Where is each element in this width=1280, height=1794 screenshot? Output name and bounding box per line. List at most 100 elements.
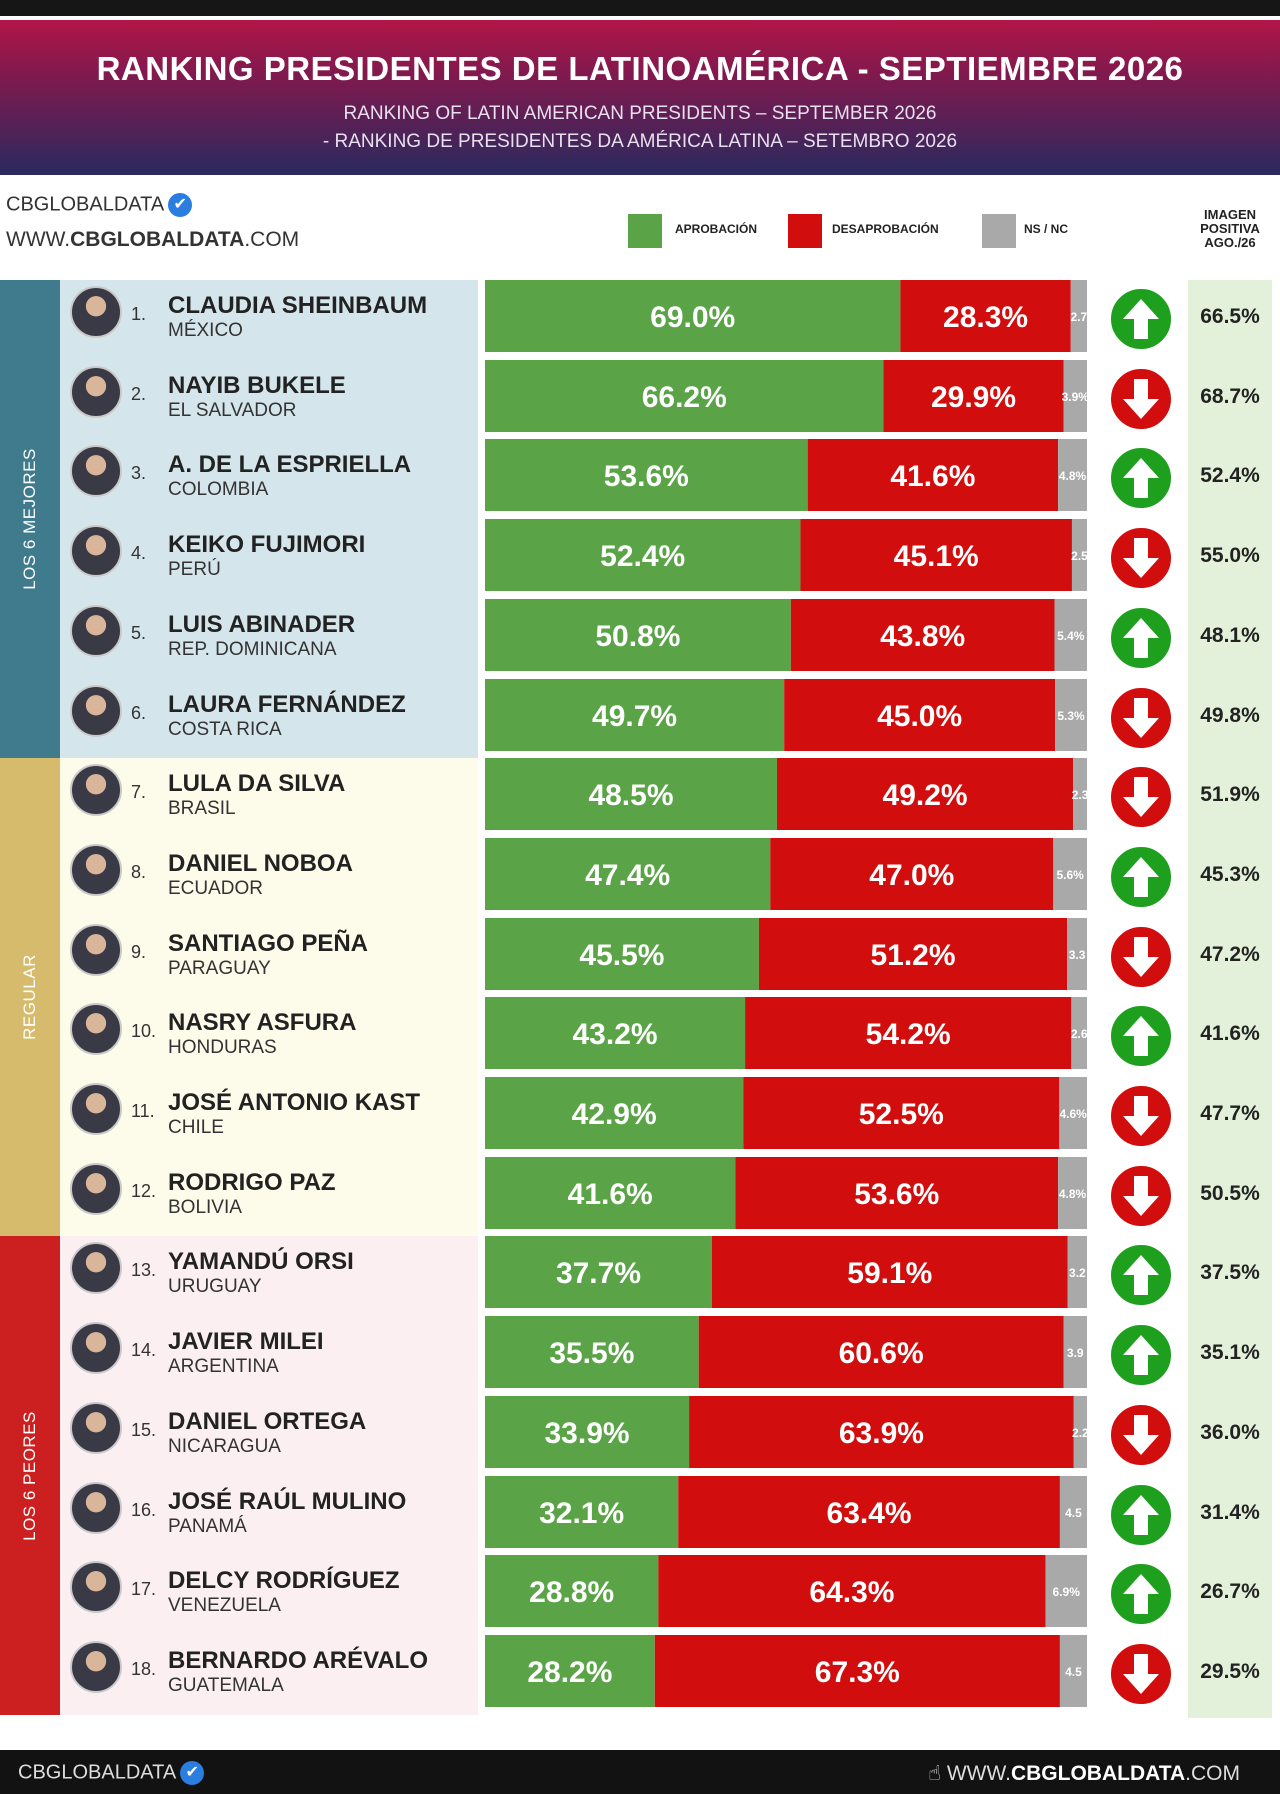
footer-brand: CBGLOBALDATA ✔	[18, 1761, 205, 1785]
nsnc-label: 5.4%	[1057, 629, 1085, 643]
president-name: SANTIAGO PEÑA	[168, 929, 369, 957]
bar-nsnc	[1054, 598, 1087, 671]
arrow-shape	[1123, 1096, 1159, 1136]
bar-disapprove	[770, 837, 1054, 910]
brand-name: CBGLOBALDATA ✔	[6, 193, 193, 217]
country-name: BOLIVIA	[168, 1196, 242, 1218]
imagen-positiva-value: 66.5%	[1200, 305, 1260, 328]
approve-label: 47.4%	[585, 859, 670, 892]
country-name: PARAGUAY	[168, 957, 271, 979]
bar-disapprove	[658, 1555, 1046, 1628]
country-name: COSTA RICA	[168, 718, 282, 740]
disapprove-label: 51.2%	[870, 939, 955, 972]
stacked-bar: 45.5% 51.2% 3.3	[485, 917, 1087, 990]
president-avatar	[70, 1481, 122, 1534]
imagen-positiva-value: 48.1%	[1200, 623, 1260, 647]
rank-number: 12.	[131, 1180, 157, 1201]
verified-badge-icon: ✔	[168, 193, 193, 217]
president-avatar	[70, 923, 122, 976]
rank-number: 15.	[131, 1419, 157, 1440]
table-row: 14. JAVIER MILEI ARGENTINA 35.5% 60.6% 3.9 35.…	[0, 1316, 1280, 1396]
bar-approve	[485, 439, 808, 512]
approve-label: 50.8%	[595, 620, 680, 653]
footer-verified-icon: ✔	[180, 1761, 205, 1785]
bar-approve	[485, 1634, 655, 1707]
bar-nsnc	[1071, 519, 1087, 592]
bar-approve	[485, 280, 901, 352]
rank-number: 1.	[131, 304, 147, 324]
arrow-shape	[1123, 777, 1159, 818]
bar-disapprove	[735, 1156, 1059, 1229]
table-row: 18. BERNARDO ARÉVALO GUATEMALA 28.2% 67.3% 4.…	[0, 1634, 1280, 1715]
arrow-shape	[1123, 458, 1159, 499]
stacked-bar: 37.7% 59.1% 3.2	[485, 1236, 1087, 1309]
nsnc-label: 6.9%	[1053, 1585, 1081, 1599]
disapprove-label: 52.5%	[859, 1098, 944, 1131]
stacked-bar: 52.4% 45.1% 2.5	[485, 519, 1087, 592]
bar-disapprove	[678, 1475, 1060, 1548]
table-row: 4. KEIKO FUJIMORI PERÚ 52.4% 45.1% 2.5 55.0%	[0, 519, 1280, 599]
president-name: NAYIB BUKELE	[168, 371, 346, 399]
group-tab	[0, 280, 60, 759]
bar-nsnc	[1073, 758, 1087, 831]
bar-disapprove	[800, 519, 1072, 592]
rank-number: 14.	[131, 1340, 157, 1361]
footer-url[interactable]: ☝ WWW.CBGLOBALDATA.COM	[928, 1761, 1240, 1786]
approve-label: 45.5%	[579, 939, 664, 972]
table-row: 2. NAYIB BUKELE EL SALVADOR 66.2% 29.9% 3.9% 6…	[0, 359, 1280, 440]
president-name: RODRIGO PAZ	[168, 1168, 336, 1196]
arrow-up-glyph-icon	[1123, 458, 1159, 499]
footer-bar: CBGLOBALDATA ✔ ☝ WWW.CBGLOBALDATA.COM	[0, 1750, 1280, 1794]
arrow-shape	[1123, 1653, 1159, 1694]
rank-number: 3.	[131, 463, 147, 484]
brand-url[interactable]: WWW.CBGLOBALDATA.COM	[6, 228, 299, 252]
president-avatar	[70, 1162, 122, 1215]
bar-approve	[485, 997, 746, 1070]
nsnc-label: 2.2	[1072, 1426, 1087, 1440]
footer-url-suffix: .COM	[1185, 1762, 1240, 1785]
arrow-down-icon	[1108, 365, 1174, 432]
table-row: 11. JOSÉ ANTONIO KAST CHILE 42.9% 52.5% 4.6% 4…	[0, 1077, 1280, 1157]
arrow-up-icon	[1108, 843, 1174, 910]
arrow-up-icon	[1108, 1003, 1174, 1070]
president-name: JOSÉ RAÚL MULINO	[168, 1487, 407, 1515]
group-background	[0, 1236, 478, 1715]
table-row: 12. RODRIGO PAZ BOLIVIA 41.6% 53.6% 4.8% 50.5%	[0, 1156, 1280, 1237]
president-avatar	[70, 1242, 122, 1295]
nsnc-label: 4.5	[1065, 1506, 1082, 1520]
arrow-shape	[1123, 538, 1159, 579]
arrow-down-icon	[1108, 684, 1174, 751]
arrow-up-glyph-icon	[1123, 1016, 1159, 1057]
disapprove-label: 60.6%	[839, 1337, 924, 1370]
country-name: URUGUAY	[168, 1276, 262, 1298]
approve-label: 53.6%	[604, 460, 689, 493]
group-background	[0, 280, 478, 759]
president-avatar	[70, 1003, 122, 1056]
imagen-positiva-value: 45.3%	[1200, 862, 1260, 886]
arrow-down-glyph-icon	[1123, 1096, 1159, 1136]
president-name: LULA DA SILVA	[168, 770, 346, 798]
president-avatar	[70, 445, 122, 498]
nsnc-label: 4.8%	[1059, 469, 1087, 483]
arrow-up-glyph-icon	[1123, 617, 1159, 658]
rank-number: 9.	[131, 941, 147, 962]
disapprove-label: 63.4%	[827, 1497, 912, 1530]
president-name: DELCY RODRÍGUEZ	[168, 1567, 400, 1595]
bar-disapprove	[784, 678, 1056, 751]
country-name: REP. DOMINICANA	[168, 638, 337, 660]
bar-approve	[485, 837, 771, 910]
bar-disapprove	[743, 1077, 1060, 1149]
imagen-positiva-value: 52.4%	[1200, 464, 1260, 488]
imagen-positiva-value: 47.2%	[1200, 942, 1260, 966]
president-name: YAMANDÚ ORSI	[168, 1248, 354, 1276]
arrow-down-glyph-icon	[1123, 1414, 1159, 1455]
stacked-bar: 42.9% 52.5% 4.6%	[485, 1077, 1087, 1149]
stacked-bar: 28.2% 67.3% 4.5	[485, 1634, 1087, 1707]
bar-nsnc	[1059, 1077, 1087, 1149]
brand-url-suffix: .COM	[244, 228, 300, 251]
bar-nsnc	[1071, 997, 1087, 1070]
nsnc-label: 4.8%	[1059, 1187, 1087, 1201]
table-row: 16. JOSÉ RAÚL MULINO PANAMÁ 32.1% 63.4% 4.5 31…	[0, 1475, 1280, 1556]
president-name: DANIEL NOBOA	[168, 849, 353, 877]
arrow-shape	[1123, 856, 1159, 897]
